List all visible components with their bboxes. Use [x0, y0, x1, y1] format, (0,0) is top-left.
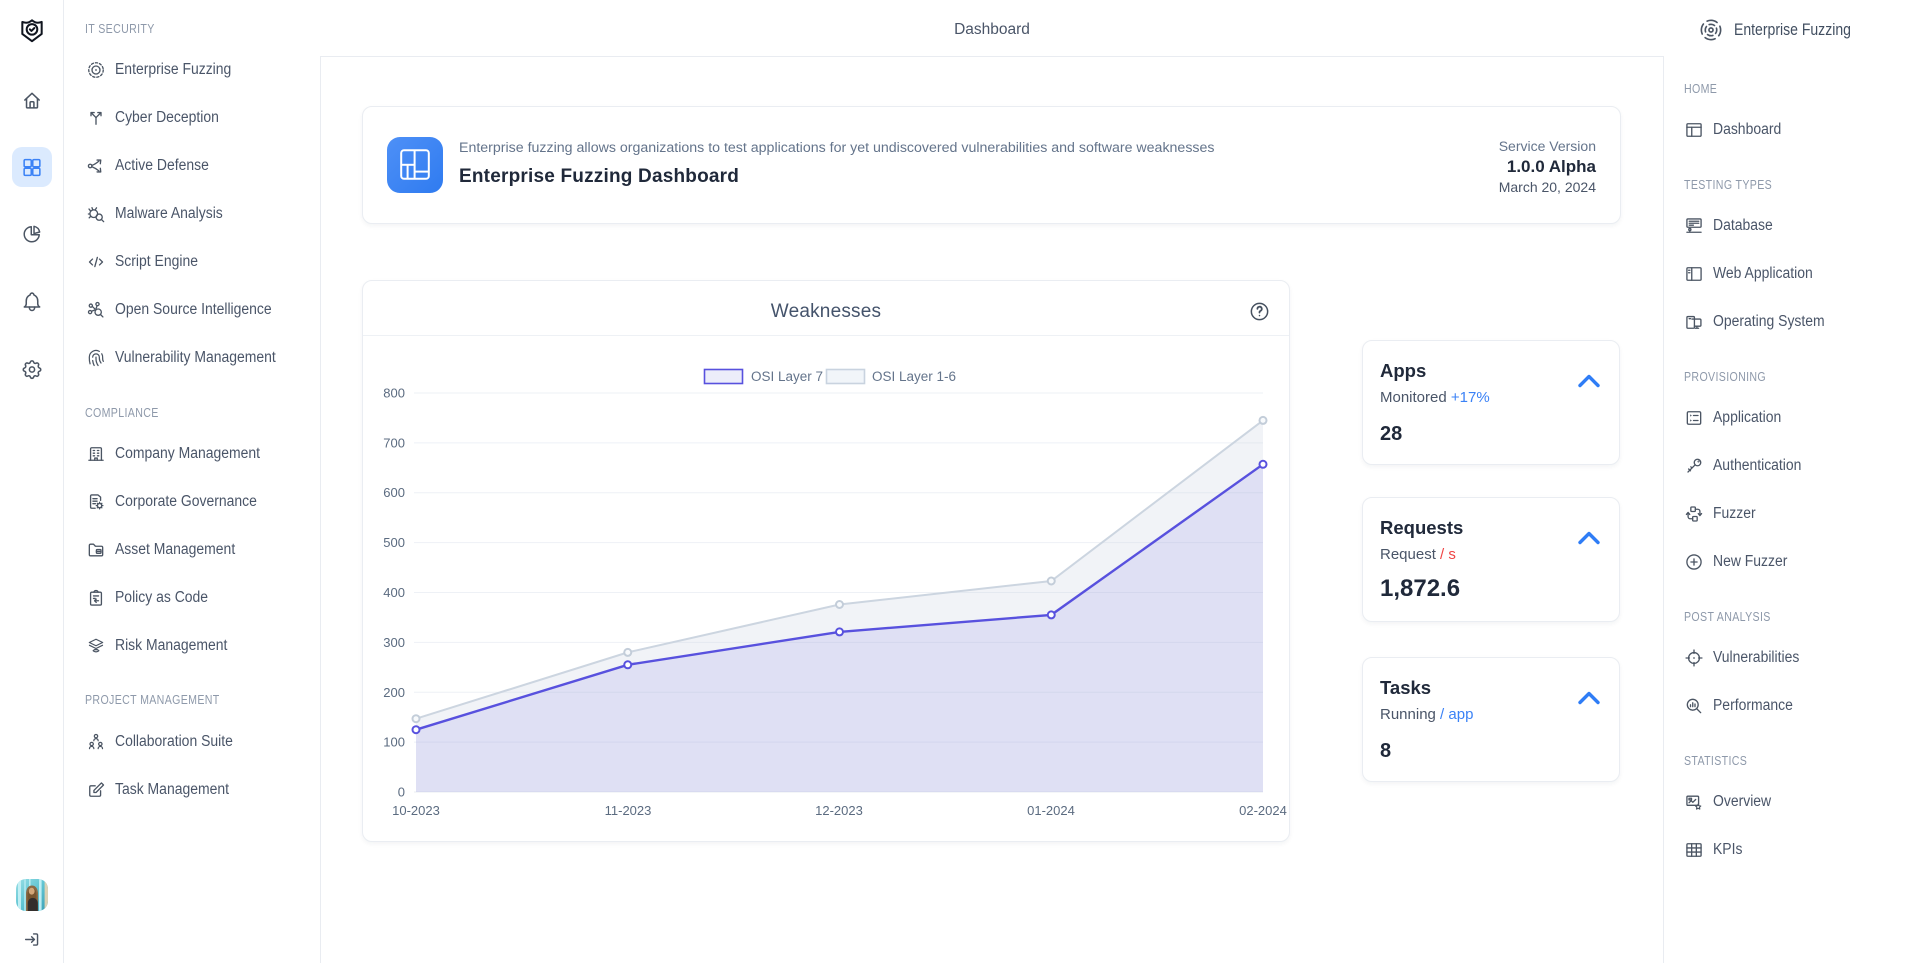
svg-text:OSI Layer 7: OSI Layer 7: [751, 369, 823, 384]
svg-text:200: 200: [383, 685, 405, 700]
svg-text:700: 700: [383, 435, 405, 450]
svg-text:400: 400: [383, 585, 405, 600]
svg-text:OSI Layer 1-6: OSI Layer 1-6: [872, 369, 956, 384]
svg-text:0: 0: [398, 785, 405, 800]
svg-text:12-2023: 12-2023: [815, 803, 863, 818]
svg-text:600: 600: [383, 485, 405, 500]
svg-text:500: 500: [383, 535, 405, 550]
svg-text:100: 100: [383, 735, 405, 750]
svg-text:300: 300: [383, 635, 405, 650]
svg-text:11-2023: 11-2023: [605, 803, 652, 818]
svg-text:02-2024: 02-2024: [1239, 803, 1287, 818]
svg-text:10-2023: 10-2023: [392, 803, 440, 818]
svg-text:800: 800: [383, 386, 405, 401]
svg-text:01-2024: 01-2024: [1027, 803, 1075, 818]
